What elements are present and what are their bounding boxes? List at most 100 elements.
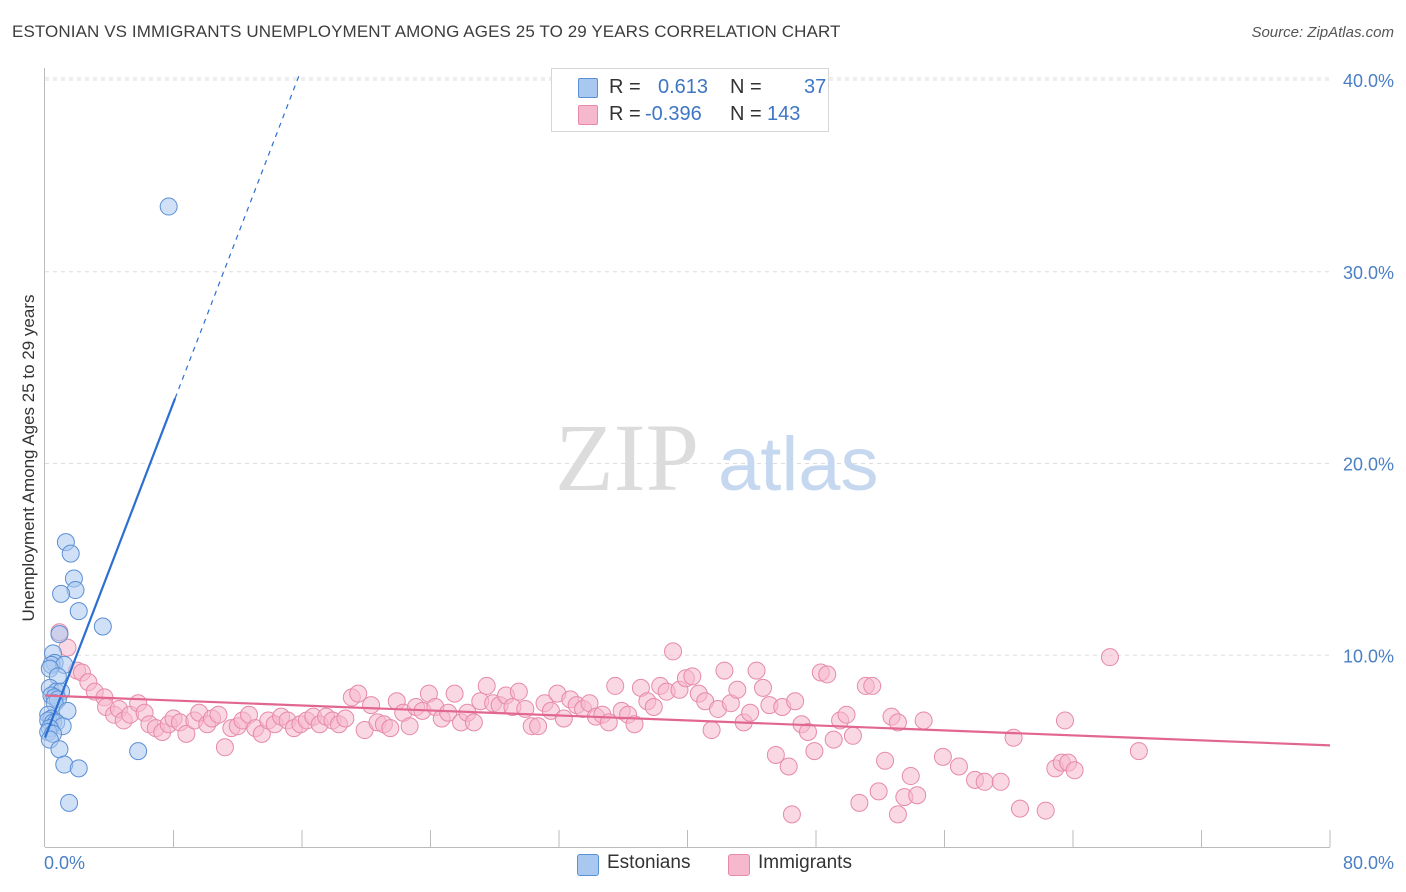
immigrants-point bbox=[1129, 742, 1148, 761]
legend-swatch-estonians bbox=[578, 78, 598, 98]
immigrants-point bbox=[798, 722, 817, 741]
immigrants-point bbox=[400, 717, 419, 736]
watermark: ZIP atlas bbox=[555, 404, 879, 511]
immigrants-point bbox=[336, 709, 355, 728]
immigrants-point bbox=[625, 715, 644, 734]
immigrants-point bbox=[991, 772, 1010, 791]
immigrants-point bbox=[786, 692, 805, 711]
immigrants-point bbox=[753, 678, 772, 697]
immigrants-point bbox=[908, 786, 927, 805]
legend-r-value: 0.613 bbox=[658, 75, 709, 98]
immigrants-point bbox=[702, 721, 721, 740]
immigrants-point bbox=[1036, 801, 1055, 820]
legend-swatch-immigrants bbox=[728, 854, 750, 876]
y-tick-labels: 10.0% 20.0% 30.0% 40.0% bbox=[1343, 71, 1394, 666]
immigrants-point bbox=[664, 642, 683, 661]
estonians-point bbox=[52, 584, 71, 603]
legend-r-label: R = bbox=[609, 75, 641, 98]
immigrants-point bbox=[837, 705, 856, 724]
immigrants-point bbox=[362, 696, 381, 715]
legend-swatch-estonians bbox=[577, 854, 599, 876]
immigrants-point bbox=[843, 726, 862, 745]
legend-label-immigrants: Immigrants bbox=[758, 852, 852, 873]
estonians-point bbox=[69, 759, 88, 778]
immigrants-point bbox=[215, 738, 234, 757]
correlation-legend: R = 0.613 N = 37 R = -0.396 N = 143 bbox=[551, 68, 829, 132]
immigrants-point bbox=[747, 661, 766, 680]
immigrants-point bbox=[445, 684, 464, 703]
estonians-point bbox=[69, 602, 88, 621]
immigrants-point bbox=[683, 667, 702, 686]
immigrants-point bbox=[1010, 799, 1029, 818]
immigrants-point bbox=[439, 703, 458, 722]
y-axis-label: Unemployment Among Ages 25 to 29 years bbox=[19, 295, 38, 622]
source-credit: Source: ZipAtlas.com bbox=[1251, 24, 1394, 41]
immigrants-points bbox=[50, 623, 1148, 824]
immigrants-point bbox=[1004, 728, 1023, 747]
y-tick-label: 10.0% bbox=[1343, 646, 1394, 666]
immigrants-point bbox=[933, 747, 952, 766]
immigrants-point bbox=[779, 757, 798, 776]
x-tick-label-min: 0.0% bbox=[44, 853, 85, 873]
y-tick-label: 30.0% bbox=[1343, 263, 1394, 283]
immigrants-point bbox=[824, 730, 843, 749]
immigrants-point bbox=[975, 772, 994, 791]
legend-r-value: -0.396 bbox=[645, 102, 702, 125]
estonians-point bbox=[129, 742, 148, 761]
immigrants-point bbox=[766, 745, 785, 764]
legend-label-estonians: Estonians bbox=[607, 852, 691, 873]
immigrants-point bbox=[914, 711, 933, 730]
immigrants-point bbox=[863, 676, 882, 695]
immigrants-point bbox=[1100, 648, 1119, 667]
immigrants-point bbox=[888, 805, 907, 824]
estonians-trend-line bbox=[43, 397, 177, 739]
estonians-point bbox=[159, 197, 178, 216]
legend-n-label: N = bbox=[730, 102, 762, 125]
estonians-trend-extension bbox=[174, 75, 300, 399]
immigrants-point bbox=[782, 805, 801, 824]
legend-r-label: R = bbox=[609, 102, 641, 125]
immigrants-point bbox=[381, 719, 400, 738]
immigrants-point bbox=[644, 698, 663, 717]
immigrants-point bbox=[509, 682, 528, 701]
watermark-atlas: atlas bbox=[718, 422, 879, 507]
immigrants-point bbox=[554, 709, 573, 728]
estonians-point bbox=[60, 793, 79, 812]
immigrants-point bbox=[901, 767, 920, 786]
immigrants-point bbox=[949, 757, 968, 776]
immigrants-point bbox=[818, 665, 837, 684]
x-tick-labels: 0.0% 80.0% bbox=[44, 853, 1394, 873]
immigrants-point bbox=[888, 713, 907, 732]
estonians-point bbox=[61, 544, 80, 563]
gridlines bbox=[45, 77, 1330, 656]
estonians-point bbox=[50, 740, 69, 759]
immigrants-point bbox=[349, 684, 368, 703]
y-tick-label: 40.0% bbox=[1343, 71, 1394, 91]
chart-title: ESTONIAN VS IMMIGRANTS UNEMPLOYMENT AMON… bbox=[12, 22, 841, 41]
immigrants-point bbox=[728, 680, 747, 699]
immigrants-point bbox=[1065, 761, 1084, 780]
immigrants-point bbox=[464, 713, 483, 732]
estonians-point bbox=[50, 625, 69, 644]
x-tick-label-max: 80.0% bbox=[1343, 853, 1394, 873]
immigrants-point bbox=[715, 661, 734, 680]
immigrants-point bbox=[477, 676, 496, 695]
immigrants-point bbox=[177, 724, 196, 743]
immigrants-point bbox=[850, 793, 869, 812]
legend-n-value: 37 bbox=[804, 75, 827, 98]
legend-n-value: 143 bbox=[767, 102, 801, 125]
immigrants-point bbox=[606, 676, 625, 695]
estonians-point bbox=[93, 617, 112, 636]
immigrants-point bbox=[741, 703, 760, 722]
legend-swatch-immigrants bbox=[578, 105, 598, 125]
immigrants-point bbox=[209, 705, 228, 724]
immigrants-point bbox=[805, 742, 824, 761]
legend-row-estonians: R = 0.613 N = 37 bbox=[578, 74, 826, 100]
immigrants-point bbox=[876, 751, 895, 770]
y-tick-label: 20.0% bbox=[1343, 455, 1394, 475]
immigrants-point bbox=[1055, 711, 1074, 730]
immigrants-point bbox=[869, 782, 888, 801]
legend-row-immigrants: R = -0.396 N = 143 bbox=[578, 101, 818, 127]
immigrants-trend-line bbox=[44, 694, 1331, 747]
